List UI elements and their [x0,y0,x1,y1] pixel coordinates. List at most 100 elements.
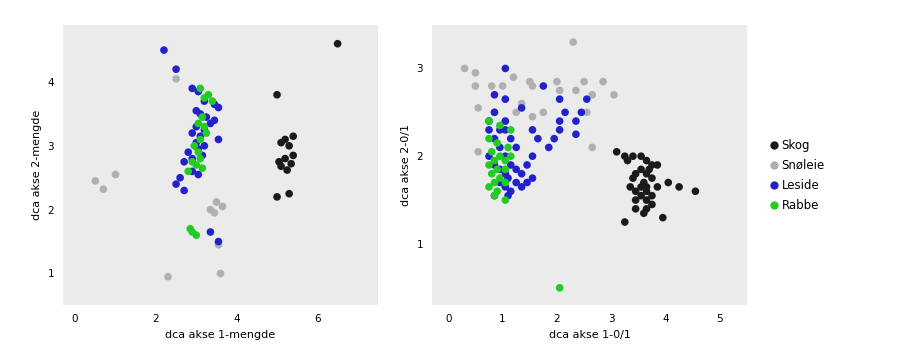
Point [639,197,653,203]
Point [634,193,648,198]
Point [286,153,301,158]
Point [585,145,599,150]
Point [272,159,286,165]
Point [191,150,205,155]
Point [191,121,205,126]
Point [650,184,664,190]
Point [203,121,218,126]
Point [636,180,651,185]
Point [270,194,284,200]
Point [487,193,501,198]
X-axis label: dca akse 1-mengde: dca akse 1-mengde [166,330,275,340]
Point [509,110,524,115]
Point [569,118,583,124]
Point [509,180,524,185]
X-axis label: dca akse 1-0/1: dca akse 1-0/1 [549,330,630,340]
Point [553,118,567,124]
Point [617,219,632,225]
Point [207,210,221,216]
Point [536,83,551,89]
Point [484,171,499,177]
Point [197,143,211,148]
Point [194,137,208,142]
Point [515,105,529,111]
Point [482,118,496,124]
Point [498,180,512,185]
Point [194,133,208,139]
Point [628,197,643,203]
Point [492,145,507,150]
Point [181,168,195,174]
Point [189,232,203,238]
Point [195,153,210,158]
Point [585,92,599,98]
Point [197,124,211,130]
Point [526,175,540,181]
Point [487,193,501,198]
Point [487,92,501,98]
Point [526,153,540,159]
Point [639,171,653,177]
Point [487,110,501,115]
Point [639,158,653,164]
Point [490,166,504,172]
Point [672,184,687,190]
Point [644,175,659,181]
Point [468,83,482,89]
Point [181,150,195,155]
Point [634,153,648,159]
Point [553,127,567,133]
Point [274,140,288,145]
Point [191,172,205,177]
Point [580,96,594,102]
Point [628,206,643,212]
Point [492,127,507,133]
Point [108,172,122,177]
Point [504,153,518,159]
Point [274,164,288,169]
Point [284,161,299,166]
Point [509,166,524,172]
Point [634,184,648,190]
Point [498,96,512,102]
Point [566,39,580,45]
Point [500,175,515,181]
Point [526,83,540,89]
Point [487,158,501,164]
Point [626,175,640,181]
Point [490,140,504,146]
Point [169,66,184,72]
Point [620,158,634,164]
Point [504,188,518,194]
Point [487,136,501,141]
Point [194,111,208,117]
Point [185,156,200,161]
Point [482,136,496,141]
Point [558,110,572,115]
Point [487,110,501,115]
Point [492,180,507,185]
Point [523,79,537,85]
Y-axis label: dca akse 2-0/1: dca akse 2-0/1 [400,124,410,206]
Point [278,137,293,142]
Point [504,136,518,141]
Point [577,79,591,85]
Point [636,210,651,216]
Point [495,83,509,89]
Point [639,184,653,190]
Point [169,181,184,187]
Point [185,130,200,136]
Point [157,47,171,53]
Point [185,168,200,174]
Point [498,184,512,190]
Point [504,162,518,168]
Point [628,171,643,177]
Point [189,162,203,168]
Point [492,153,507,159]
Point [515,101,529,106]
Point [596,79,610,85]
Point [655,215,670,220]
Point [270,92,284,98]
Point [203,229,218,235]
Point [542,145,556,150]
